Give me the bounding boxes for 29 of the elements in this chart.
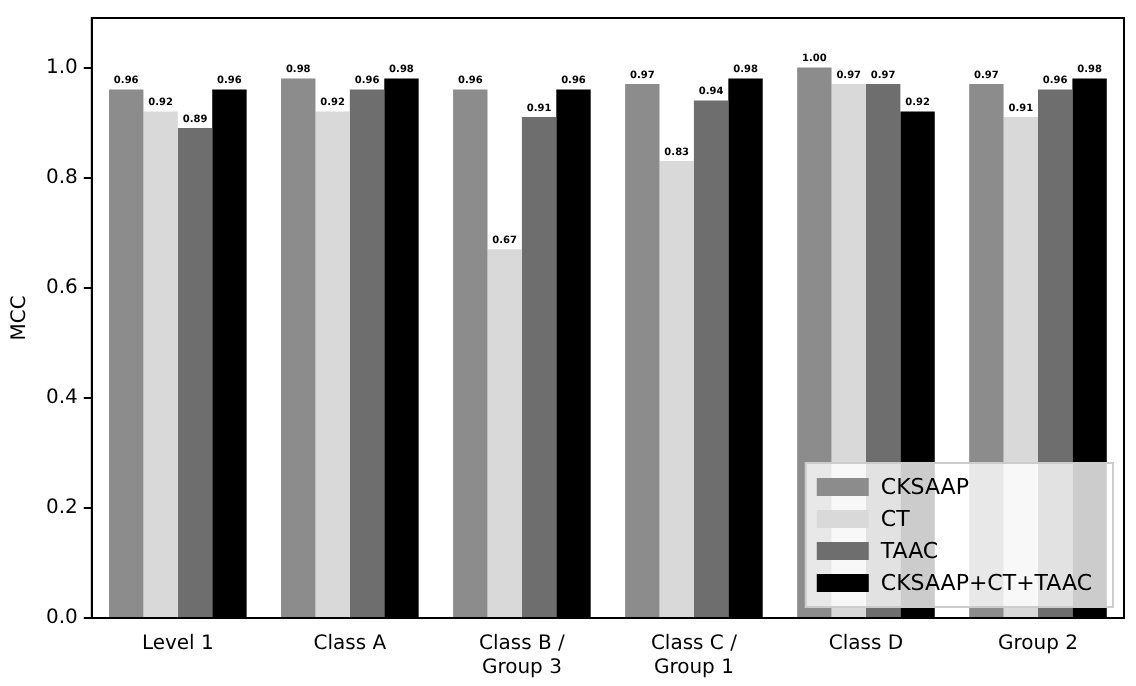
bar xyxy=(281,78,316,617)
y-tick-label: 0.8 xyxy=(45,166,78,189)
bar xyxy=(453,89,488,617)
bar xyxy=(315,111,350,617)
bar xyxy=(625,84,660,617)
x-tick-label: Class B / Group 3 xyxy=(478,633,567,680)
legend-label: TAAC xyxy=(878,537,939,564)
y-axis-title: MCC xyxy=(9,295,32,341)
bar xyxy=(659,161,694,617)
legend-label: CKSAAP xyxy=(880,473,970,500)
bar xyxy=(487,249,522,617)
bar xyxy=(177,128,213,617)
y-tick-label: 1.0 xyxy=(45,56,78,79)
y-tick-label: 0.2 xyxy=(45,497,78,520)
bar xyxy=(109,89,144,617)
x-tick-label: Class C / Group 1 xyxy=(650,633,739,680)
legend-label: CKSAAP+CT+TAAC xyxy=(880,569,1093,596)
bar xyxy=(521,117,557,617)
y-tick-label: 0.4 xyxy=(45,387,78,409)
y-tick-label: 0.6 xyxy=(45,276,78,299)
x-tick-label: Class A xyxy=(313,633,387,656)
x-tick-label: Group 2 xyxy=(997,633,1078,656)
legend-label: CT xyxy=(880,505,911,532)
bar xyxy=(143,111,178,617)
y-tick-label: 0.0 xyxy=(45,607,78,630)
bar xyxy=(693,100,729,617)
x-tick-label: Class D xyxy=(828,633,904,656)
bar xyxy=(349,89,385,617)
x-tick-label: Level 1 xyxy=(141,633,214,656)
